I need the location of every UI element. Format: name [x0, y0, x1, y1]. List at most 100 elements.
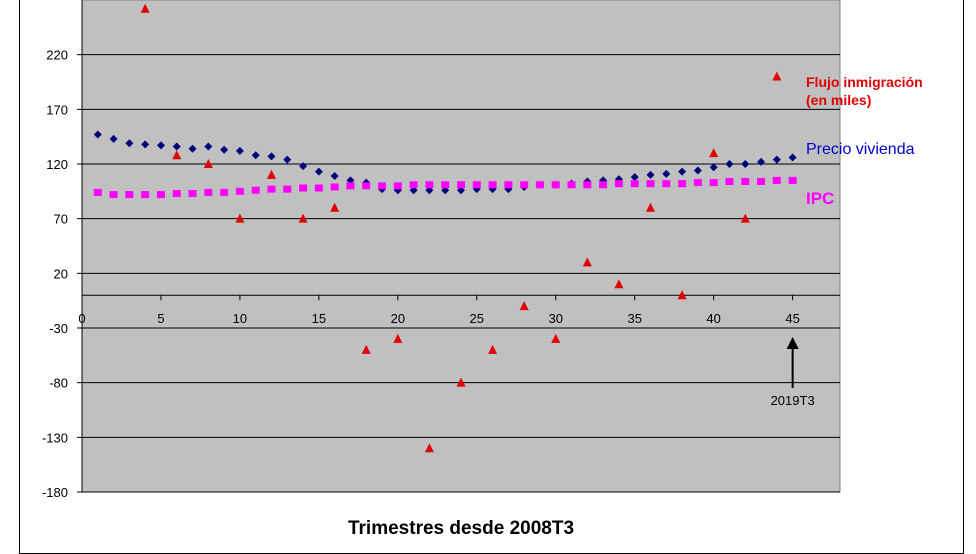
- x-axis-title: Trimestres desde 2008T3: [348, 518, 574, 539]
- point-ipc-35: [630, 180, 639, 188]
- y-tick-label-70: 70: [54, 212, 68, 227]
- x-tick-label-25: 25: [470, 311, 484, 326]
- legend-flujo-line-2: (en miles): [806, 92, 871, 108]
- point-flujo-18: [361, 344, 371, 354]
- point-precio-9: [220, 145, 229, 154]
- point-ipc-31: [567, 181, 576, 189]
- point-precio-16: [330, 172, 339, 181]
- point-ipc-16: [330, 183, 339, 191]
- point-ipc-17: [346, 182, 355, 190]
- x-tick-label-15: 15: [312, 311, 326, 326]
- x-tick-label-45: 45: [785, 311, 799, 326]
- point-flujo-20: [393, 333, 403, 343]
- point-ipc-13: [283, 185, 292, 193]
- point-flujo-16: [330, 202, 340, 212]
- point-precio-39: [693, 166, 702, 175]
- point-precio-3: [125, 139, 134, 148]
- point-ipc-7: [188, 190, 197, 198]
- point-precio-6: [172, 142, 181, 151]
- point-precio-41: [725, 160, 734, 168]
- point-flujo-24: [456, 377, 466, 387]
- point-precio-13: [283, 155, 292, 164]
- point-flujo-28: [519, 301, 529, 311]
- point-ipc-28: [520, 181, 529, 189]
- point-flujo-40: [709, 148, 719, 158]
- x-tick-labels: 0 5 10 15 20 25 30 35 40 45: [78, 311, 799, 326]
- point-ipc-14: [299, 184, 308, 192]
- point-ipc-15: [314, 184, 323, 192]
- point-ipc-22: [425, 181, 434, 189]
- point-precio-8: [204, 142, 213, 151]
- point-ipc-23: [441, 181, 450, 189]
- point-ipc-12: [267, 185, 276, 193]
- point-ipc-1: [93, 188, 102, 196]
- point-flujo-44: [772, 71, 782, 81]
- x-tick-label-5: 5: [157, 311, 164, 326]
- annotation: 2019T3: [771, 337, 815, 408]
- point-flujo-26: [488, 344, 498, 354]
- point-flujo-34: [614, 279, 624, 289]
- point-ipc-21: [409, 181, 418, 189]
- point-precio-11: [251, 151, 260, 160]
- point-ipc-40: [709, 179, 718, 187]
- point-flujo-38: [677, 290, 687, 300]
- point-ipc-9: [220, 188, 229, 196]
- x-tick-label-30: 30: [549, 311, 563, 326]
- y-tick-label-120: 120: [46, 157, 68, 172]
- y-tick-label--130: -130: [42, 430, 68, 445]
- point-ipc-2: [109, 191, 118, 199]
- y-tick-label-20: 20: [54, 266, 68, 281]
- point-precio-14: [299, 162, 308, 171]
- x-tick-label-35: 35: [627, 311, 641, 326]
- point-flujo-30: [551, 333, 561, 343]
- y-tick-label--180: -180: [42, 485, 68, 500]
- x-tick-label-10: 10: [233, 311, 247, 326]
- point-ipc-4: [141, 191, 150, 199]
- point-precio-42: [741, 160, 750, 168]
- point-precio-40: [709, 163, 718, 172]
- x-tick-label-20: 20: [391, 311, 405, 326]
- point-flujo-4: [140, 3, 150, 13]
- point-ipc-34: [614, 180, 623, 188]
- point-precio-36: [646, 170, 655, 179]
- y-tick-label--80: -80: [49, 376, 68, 391]
- point-flujo-12: [267, 169, 276, 179]
- legend-ipc: IPC: [806, 189, 834, 208]
- point-flujo-10: [235, 213, 245, 223]
- point-precio-43: [757, 157, 766, 166]
- annotation-arrow-head: [786, 337, 799, 349]
- y-tick-label-170: 170: [46, 102, 68, 117]
- point-ipc-33: [599, 181, 608, 189]
- point-flujo-36: [646, 202, 655, 212]
- point-ipc-38: [678, 180, 687, 188]
- point-precio-44: [772, 155, 781, 164]
- plot-area: [81, 0, 841, 493]
- point-flujo-42: [740, 213, 750, 223]
- y-tick-label--30: -30: [49, 321, 68, 336]
- point-ipc-37: [662, 180, 671, 188]
- point-ipc-45: [788, 176, 797, 184]
- point-ipc-5: [156, 191, 165, 199]
- x-tick-label-0: 0: [78, 311, 85, 326]
- point-ipc-19: [378, 182, 387, 190]
- point-precio-7: [188, 144, 197, 153]
- point-ipc-44: [772, 176, 781, 184]
- data-series: [93, 3, 797, 453]
- axes: [77, 0, 840, 493]
- x-tick-label-40: 40: [706, 311, 720, 326]
- annotation-label: 2019T3: [771, 393, 815, 408]
- point-ipc-8: [204, 188, 213, 196]
- point-precio-45: [788, 153, 797, 162]
- point-precio-12: [267, 152, 276, 161]
- point-flujo-8: [203, 159, 213, 168]
- point-ipc-3: [125, 191, 134, 199]
- point-ipc-27: [504, 181, 513, 189]
- point-precio-37: [662, 169, 671, 178]
- point-ipc-36: [646, 180, 655, 188]
- point-precio-5: [156, 141, 165, 150]
- point-ipc-39: [693, 179, 702, 187]
- point-ipc-18: [362, 182, 371, 190]
- point-precio-35: [630, 173, 639, 182]
- point-flujo-22: [424, 443, 434, 453]
